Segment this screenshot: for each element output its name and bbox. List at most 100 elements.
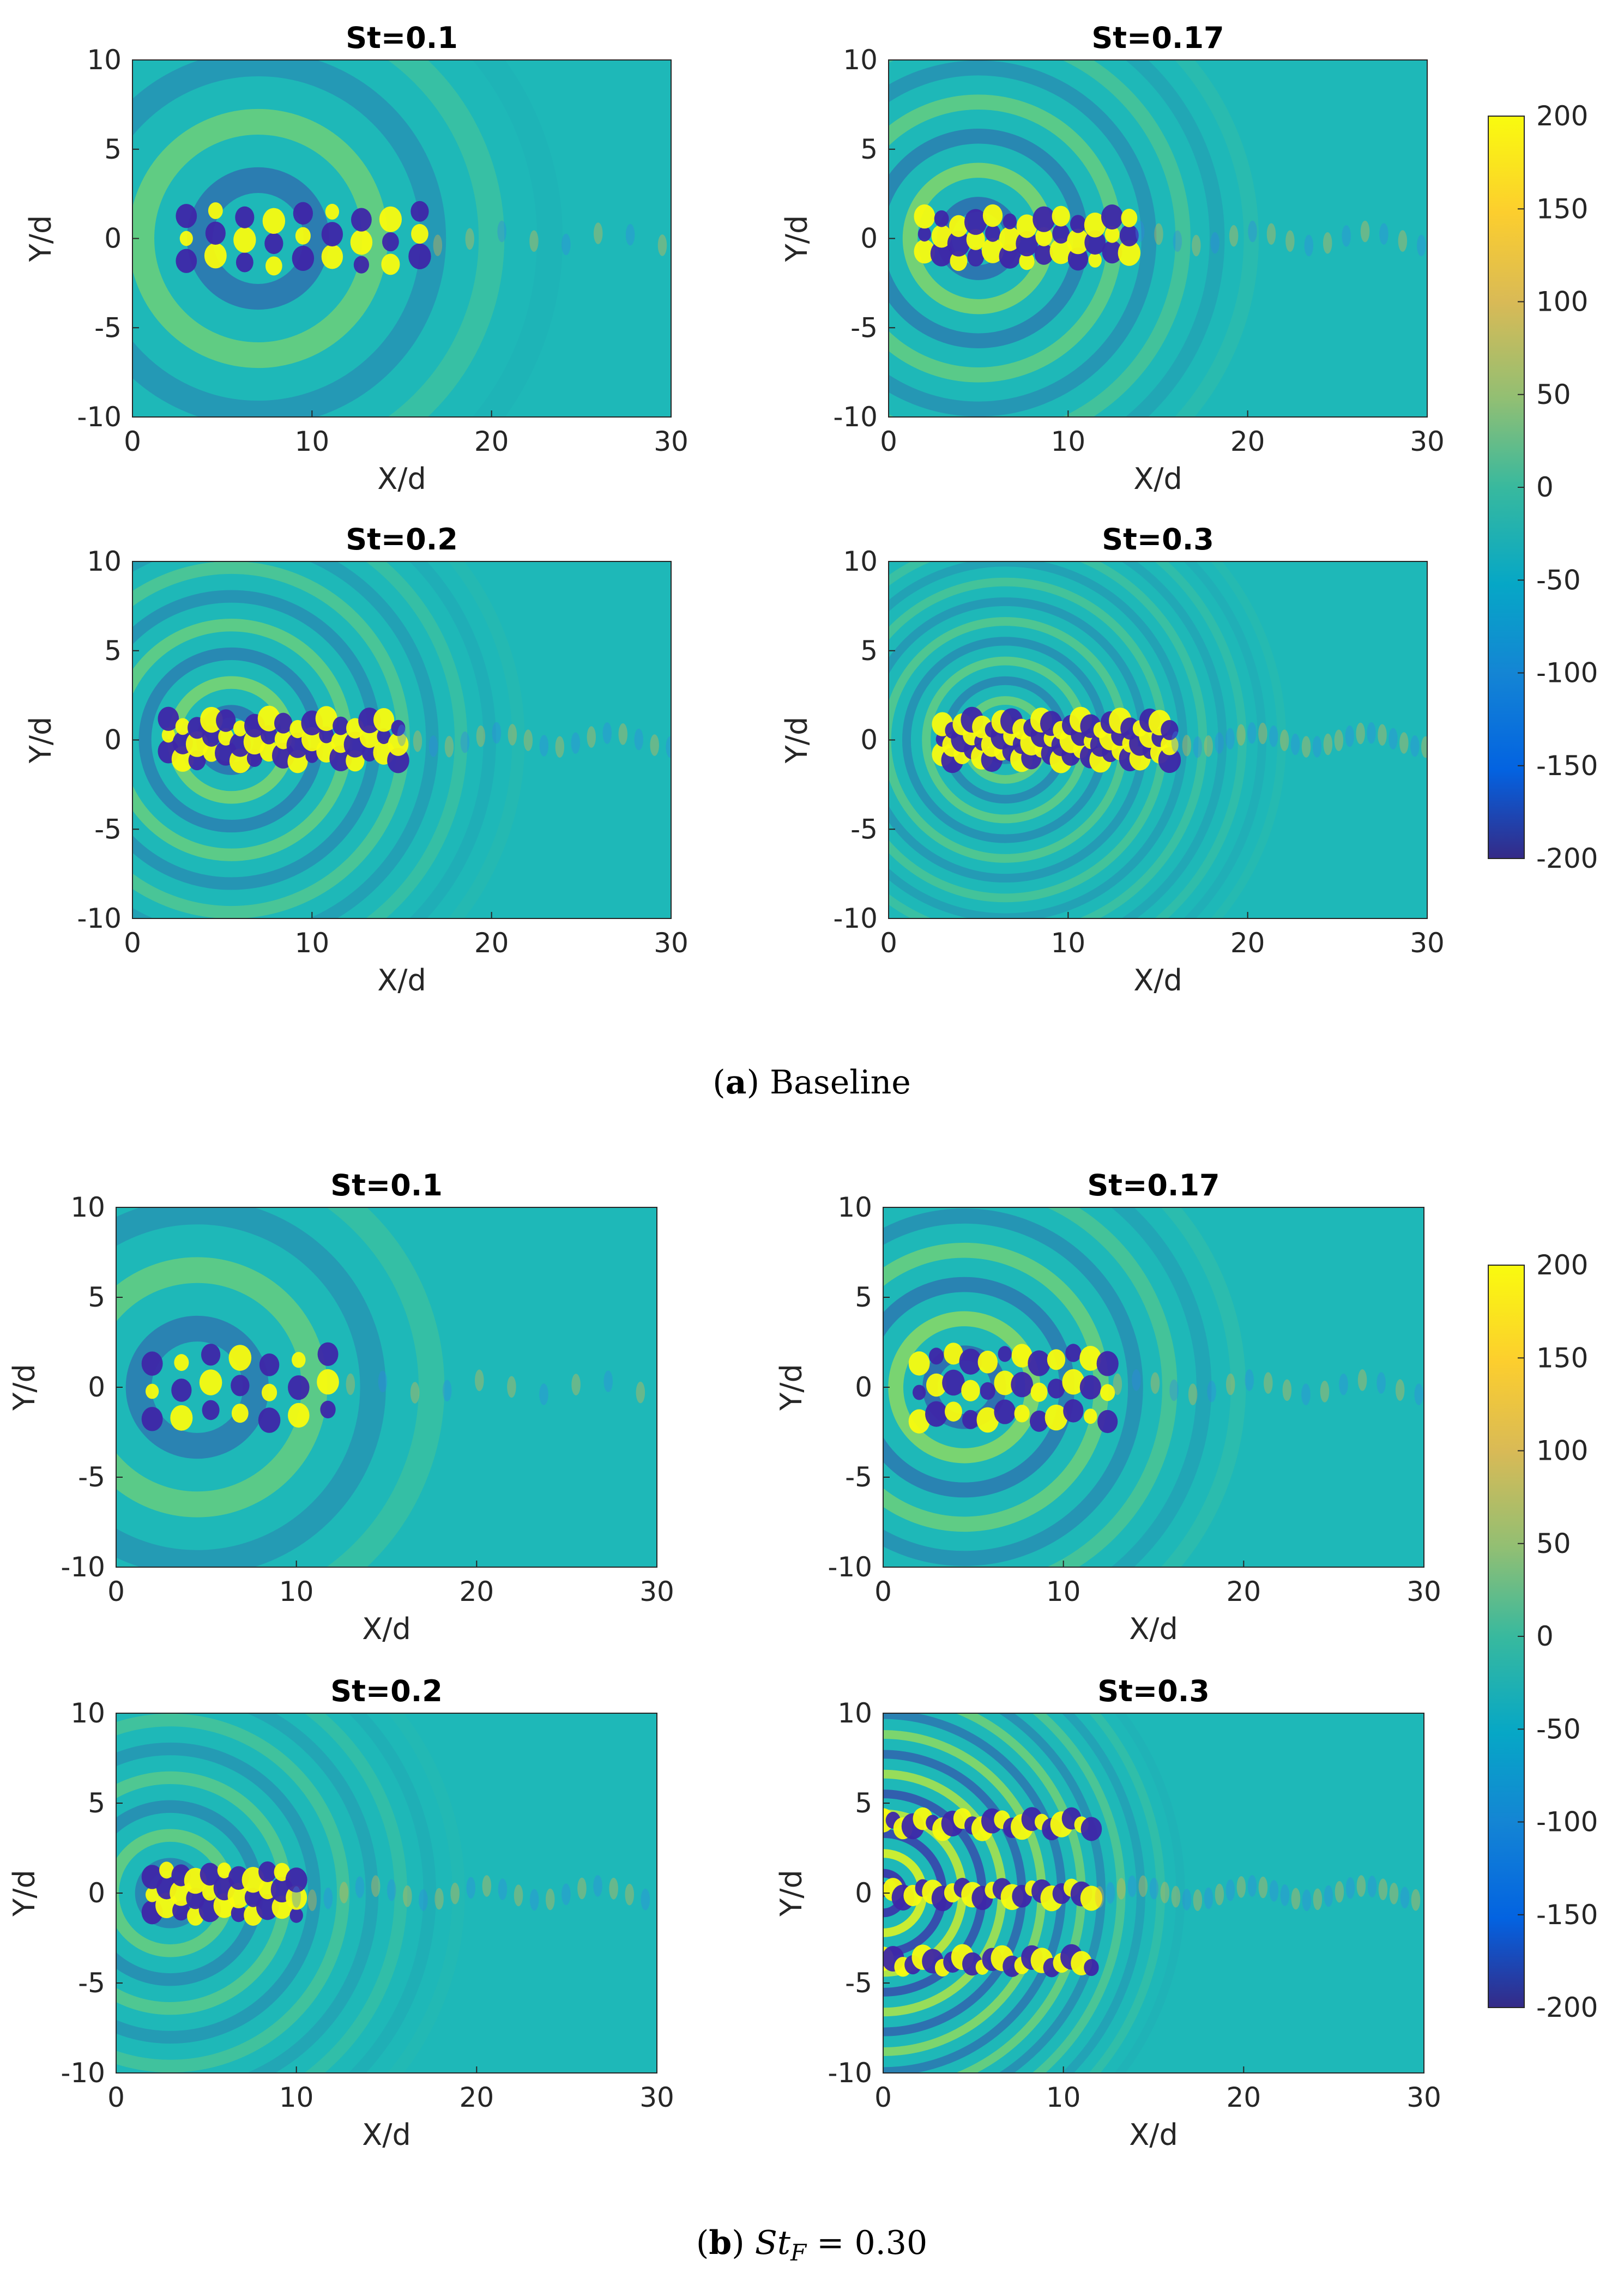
core-blob [1100,1384,1115,1401]
colorbar-tick-label: 200 [1536,100,1588,132]
y-tick-label: 5 [88,1281,105,1313]
panel-title: St=0.2 [330,1674,443,1708]
core-blob [1063,1399,1084,1423]
core-blob [1084,213,1106,238]
wake-streak [1127,1875,1137,1897]
y-tick-label: 5 [855,1787,872,1819]
core-blob [286,1885,307,1910]
core-blob [381,253,400,275]
wake-streak [587,726,596,748]
wake-streak [1225,1373,1235,1395]
core-blob [204,243,227,269]
panel-title: St=0.17 [1087,1168,1219,1202]
x-tick-label: 20 [474,927,509,959]
core-blob [1079,1375,1101,1400]
panel-title: St=0.3 [1102,522,1214,557]
wake-streak [1342,225,1351,247]
core-blob [1121,208,1138,227]
wake-streak [1378,1878,1388,1901]
wavefront-negative [246,1713,379,2073]
core-blob [949,215,969,237]
wake-streak [444,735,454,758]
core-blob [379,206,402,232]
wake-streak [476,725,486,747]
wake-streak [1113,1373,1122,1395]
core-blob [317,1369,339,1395]
caption-a: (a) Baseline [713,1063,911,1102]
x-axis-label: X/d [1133,963,1182,998]
wavefront-negative [186,167,330,310]
core-blob [382,232,399,252]
colorbar-tick-label: -150 [1536,750,1598,782]
core-blob [1047,1379,1065,1399]
wake-streak [562,233,571,256]
colorbar-tick-label: -50 [1536,564,1581,596]
wake-streak [625,1883,635,1906]
wavefront-positive [116,1714,350,2072]
core-blob [408,243,431,269]
core-blob [947,231,970,257]
y-tick-label: 5 [88,1787,105,1819]
wake-streak [1204,735,1213,757]
core-blob [145,1383,159,1399]
x-axis-label: X/d [362,1612,410,1646]
wake-streak [339,1882,349,1903]
panel-title: St=0.1 [346,21,458,55]
wake-streak [650,734,659,756]
colorbar-tick-label: -200 [1536,843,1598,874]
y-tick-label: 10 [843,44,878,76]
core-blob [293,202,313,225]
x-tick-label: 10 [1046,2082,1081,2113]
core-blob [259,1353,280,1376]
colorbar-tick-label: -150 [1536,1899,1598,1931]
wake-streak [1345,1877,1355,1899]
panel-a2: St=0.17 0 10 20 30 10 5 0 -5 -10 X/d Y/d [780,21,1445,496]
core-blob [1096,1351,1119,1376]
wake-streak [1367,1876,1377,1897]
colorbar-tick-label: -50 [1536,1713,1581,1745]
core-blob [980,1382,995,1400]
x-axis-label: X/d [377,963,426,998]
wake-streak [442,1380,452,1402]
wavefront-positive [326,1207,445,1567]
pressure-field [889,561,1427,918]
y-tick-label: 10 [843,546,878,577]
colorbar-tick-label: -100 [1536,657,1598,689]
y-tick-label: 5 [860,635,878,667]
wake-streak [497,220,506,243]
wake-streak [1135,220,1145,243]
wake-streak [1377,1372,1386,1394]
core-blob [912,1385,926,1400]
wake-streak [1400,1887,1410,1908]
wake-streak [403,1885,412,1907]
y-tick-label: -10 [833,903,878,934]
core-blob [200,1863,220,1886]
core-blob [1097,1410,1118,1434]
core-blob [161,727,175,743]
core-blob [1052,205,1070,227]
core-blob [246,749,263,767]
core-blob [264,233,283,255]
core-blob [256,1894,279,1920]
core-blob [908,1351,930,1376]
wavefront-negative [125,1315,269,1459]
core-blob [159,1861,174,1879]
caption-a-text: Baseline [770,1063,911,1102]
y-tick-label: -5 [78,1461,105,1493]
wake-streak [1247,722,1257,744]
wake-streak [498,1878,508,1900]
core-blob [218,728,234,746]
y-axis-label: Y/d [780,215,814,262]
x-tick-label: 0 [874,2082,892,2113]
core-blob [319,726,334,743]
core-blob [1079,1346,1102,1371]
wake-streak [1335,1881,1344,1903]
wake-streak [1313,1888,1323,1911]
wavefront-positive [1154,561,1247,918]
core-blob [205,221,226,245]
core-blob [914,239,935,264]
core-blob [261,1383,277,1401]
y-tick-label: 0 [88,1877,105,1909]
core-blob [1062,1369,1085,1395]
wake-streak [1258,722,1267,745]
